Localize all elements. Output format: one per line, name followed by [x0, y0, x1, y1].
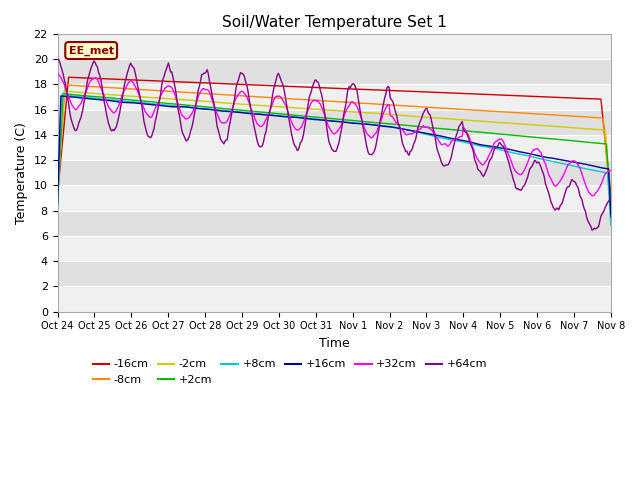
Y-axis label: Temperature (C): Temperature (C): [15, 122, 28, 224]
Bar: [58, 110, 611, 135]
Bar: [58, 135, 611, 160]
Legend: -16cm, -8cm, -2cm, +2cm, +8cm, +16cm, +32cm, +64cm: -16cm, -8cm, -2cm, +2cm, +8cm, +16cm, +3…: [88, 355, 492, 389]
Bar: [58, 84, 611, 110]
Title: Soil/Water Temperature Set 1: Soil/Water Temperature Set 1: [222, 15, 447, 30]
Bar: [58, 59, 611, 84]
X-axis label: Time: Time: [319, 337, 349, 350]
Text: EE_met: EE_met: [68, 46, 114, 56]
Bar: [58, 236, 611, 261]
Bar: [58, 211, 611, 236]
Bar: [58, 287, 611, 312]
Bar: [58, 160, 611, 185]
Bar: [58, 185, 611, 211]
Bar: [58, 34, 611, 59]
Bar: [58, 261, 611, 287]
